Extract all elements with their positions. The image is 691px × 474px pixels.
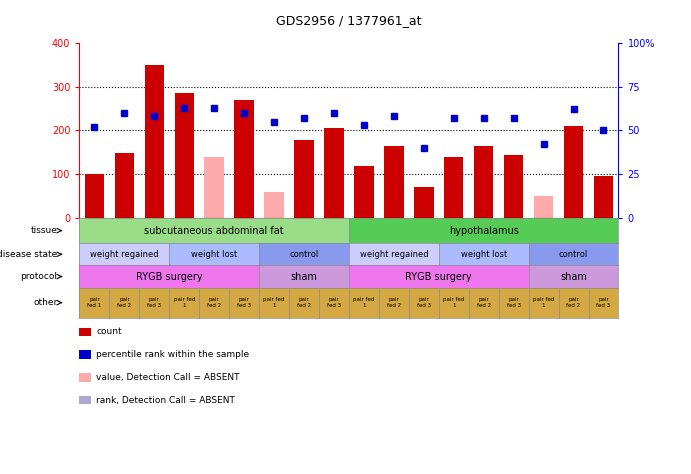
Text: weight regained: weight regained xyxy=(90,250,159,259)
Text: pair
fed 2: pair fed 2 xyxy=(387,297,401,308)
Text: pair
fed 2: pair fed 2 xyxy=(567,297,580,308)
Text: pair
fed 3: pair fed 3 xyxy=(417,297,431,308)
Bar xyxy=(85,174,104,218)
Text: pair
fed 2: pair fed 2 xyxy=(477,297,491,308)
Text: pair
fed 2: pair fed 2 xyxy=(207,297,221,308)
Bar xyxy=(504,155,523,218)
Text: disease state: disease state xyxy=(0,250,57,259)
Text: control: control xyxy=(290,250,319,259)
Text: other: other xyxy=(33,298,57,307)
Bar xyxy=(234,100,254,218)
Bar xyxy=(354,166,374,218)
Text: pair fed
1: pair fed 1 xyxy=(263,297,285,308)
Text: RYGB surgery: RYGB surgery xyxy=(136,272,202,282)
Text: RYGB surgery: RYGB surgery xyxy=(406,272,472,282)
Text: percentile rank within the sample: percentile rank within the sample xyxy=(96,350,249,359)
Text: sham: sham xyxy=(291,272,317,282)
Text: pair fed
1: pair fed 1 xyxy=(443,297,464,308)
Bar xyxy=(474,146,493,218)
Bar xyxy=(144,64,164,218)
Text: protocol: protocol xyxy=(20,272,57,281)
Text: control: control xyxy=(559,250,588,259)
Text: weight regained: weight regained xyxy=(359,250,428,259)
Text: weight lost: weight lost xyxy=(461,250,507,259)
Text: pair
fed 3: pair fed 3 xyxy=(507,297,521,308)
Bar xyxy=(265,192,284,218)
Text: pair
fed 3: pair fed 3 xyxy=(327,297,341,308)
Text: rank, Detection Call = ABSENT: rank, Detection Call = ABSENT xyxy=(96,396,235,404)
Text: subcutaneous abdominal fat: subcutaneous abdominal fat xyxy=(144,226,284,236)
Bar xyxy=(594,176,613,218)
Text: pair
fed 2: pair fed 2 xyxy=(297,297,311,308)
Bar xyxy=(175,93,194,218)
Text: GDS2956 / 1377961_at: GDS2956 / 1377961_at xyxy=(276,14,422,27)
Bar xyxy=(414,187,433,218)
Text: pair
fed 3: pair fed 3 xyxy=(596,297,611,308)
Bar xyxy=(564,126,583,218)
Bar xyxy=(115,153,134,218)
Bar xyxy=(444,157,464,218)
Text: pair
fed 2: pair fed 2 xyxy=(117,297,131,308)
Text: hypothalamus: hypothalamus xyxy=(448,226,519,236)
Text: pair
fed 3: pair fed 3 xyxy=(237,297,252,308)
Text: weight lost: weight lost xyxy=(191,250,237,259)
Text: pair
fed 3: pair fed 3 xyxy=(147,297,162,308)
Bar xyxy=(205,157,224,218)
Text: pair fed
1: pair fed 1 xyxy=(533,297,554,308)
Bar xyxy=(534,196,553,218)
Text: pair
fed 1: pair fed 1 xyxy=(87,297,102,308)
Text: pair fed
1: pair fed 1 xyxy=(173,297,195,308)
Text: count: count xyxy=(96,328,122,336)
Text: sham: sham xyxy=(560,272,587,282)
Bar xyxy=(384,146,404,218)
Bar xyxy=(324,128,343,218)
Text: tissue: tissue xyxy=(30,226,57,235)
Text: pair fed
1: pair fed 1 xyxy=(353,297,375,308)
Text: value, Detection Call = ABSENT: value, Detection Call = ABSENT xyxy=(96,373,240,382)
Bar xyxy=(294,140,314,218)
